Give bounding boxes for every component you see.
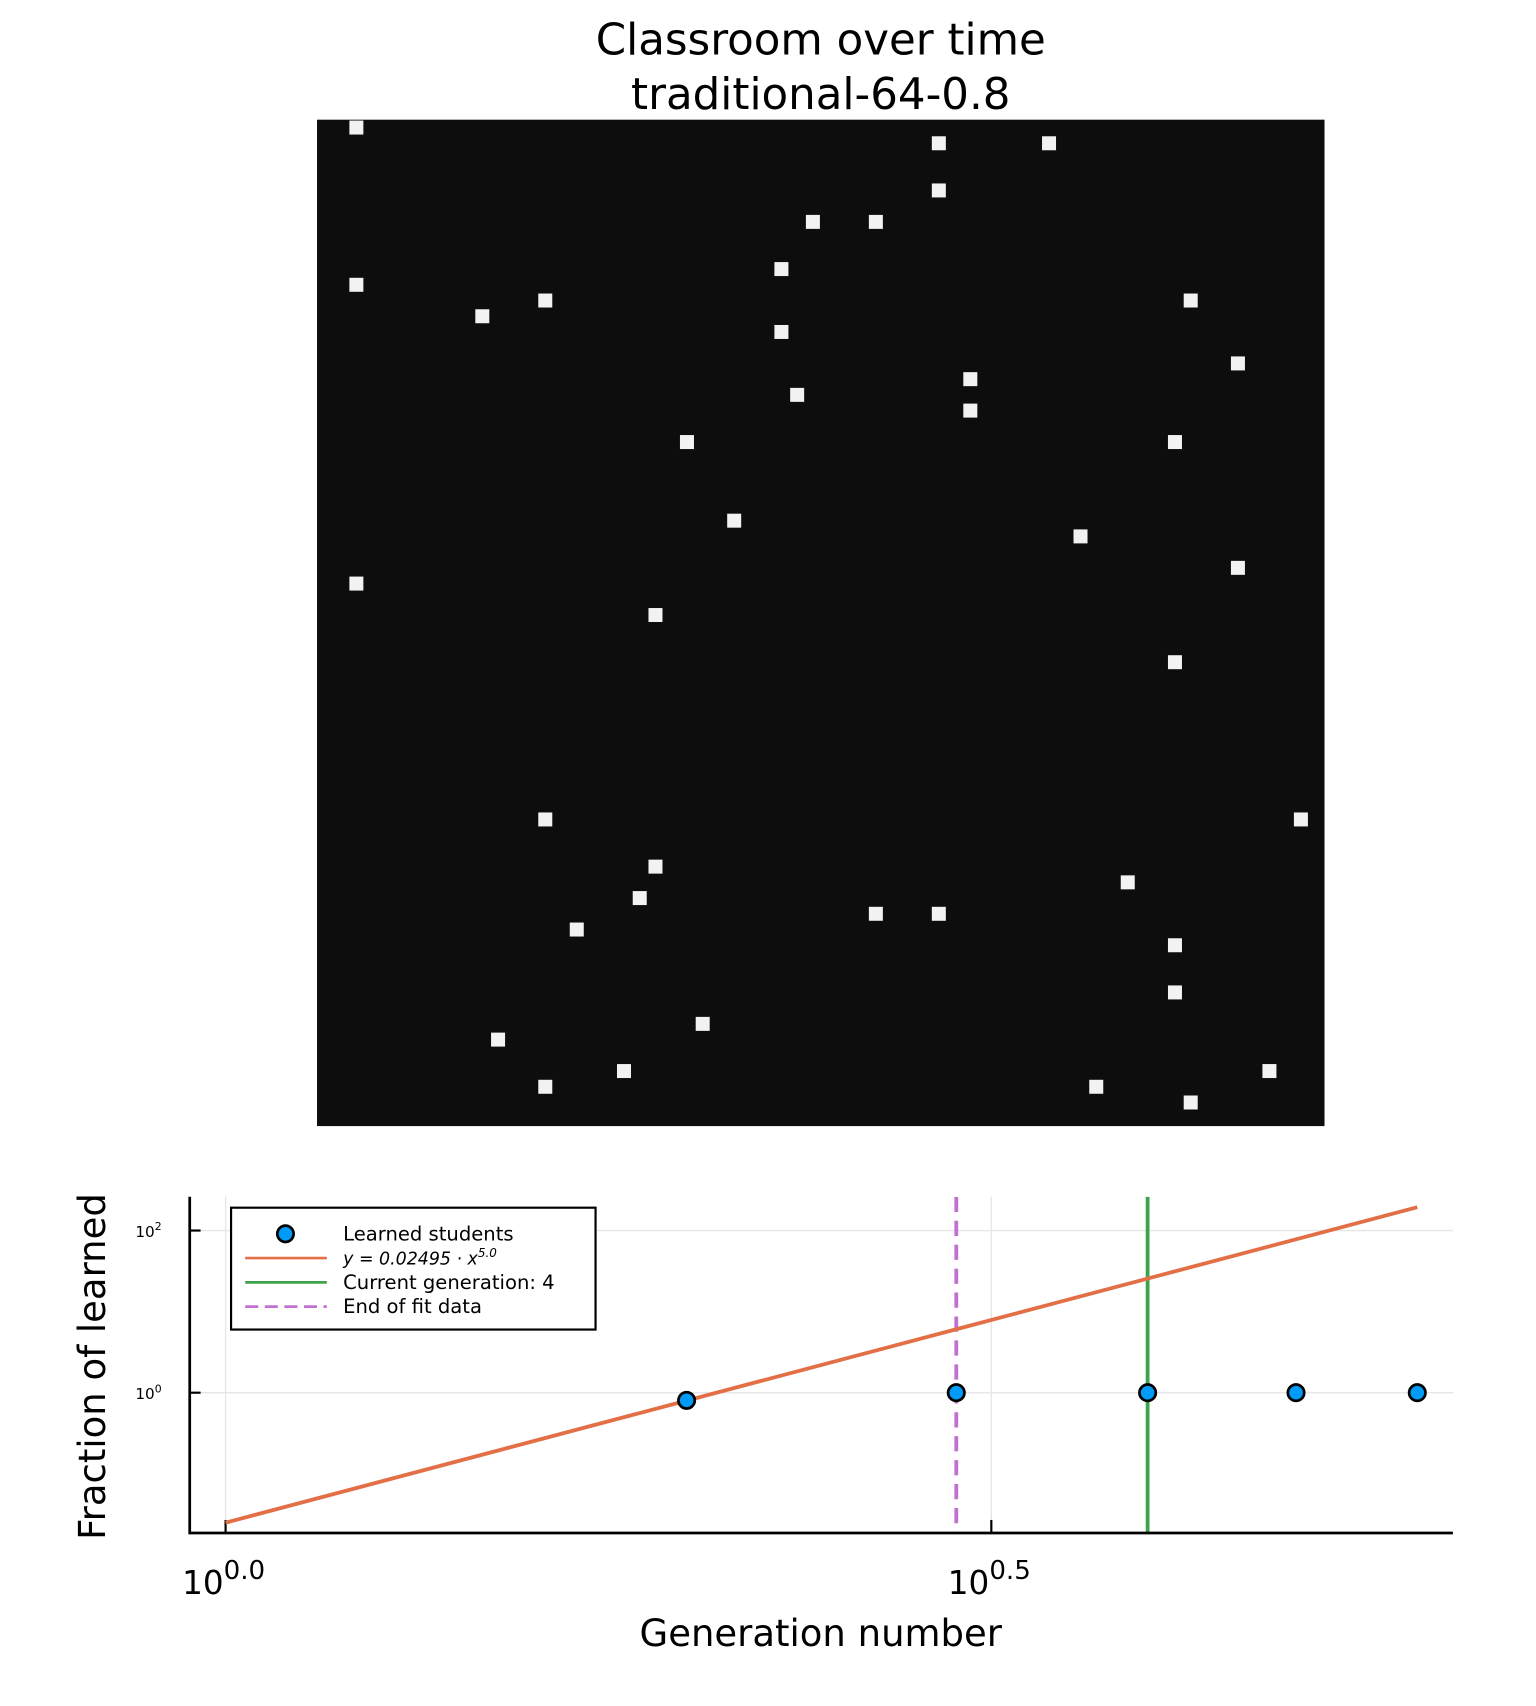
learned-cell bbox=[868, 906, 883, 921]
y-tick-label-exponent: 0 bbox=[155, 1382, 162, 1395]
learned-cell bbox=[1230, 356, 1245, 371]
legend-label: Current generation: 4 bbox=[343, 1271, 555, 1294]
learned-cell bbox=[538, 812, 553, 827]
x-tick-label-base: 10 bbox=[182, 1564, 224, 1602]
x-tick-label-exponent: 0.0 bbox=[224, 1556, 266, 1586]
x-tick-label: 100.5 bbox=[948, 1556, 1031, 1602]
data-point bbox=[946, 1383, 966, 1403]
learned-cell bbox=[475, 309, 490, 324]
learned-cell bbox=[648, 859, 663, 874]
learned-cell bbox=[931, 906, 946, 921]
learned-cell bbox=[538, 293, 553, 308]
learned-cell bbox=[774, 262, 789, 277]
data-point bbox=[677, 1390, 697, 1410]
learned-cell bbox=[1089, 1079, 1104, 1094]
learned-cell bbox=[1167, 985, 1182, 1000]
y-tick-label: 100 bbox=[135, 1382, 161, 1403]
learned-cell bbox=[774, 324, 789, 339]
learned-cell bbox=[1167, 655, 1182, 670]
learned-cell bbox=[790, 387, 805, 402]
data-point bbox=[1407, 1383, 1427, 1403]
learned-cell bbox=[632, 891, 647, 906]
data-point bbox=[1138, 1383, 1158, 1403]
legend-label-exponent: 5.0 bbox=[478, 1246, 497, 1260]
plot-area bbox=[225, 1196, 1418, 1534]
y-tick-label: 102 bbox=[135, 1220, 161, 1241]
y-tick-label-base: 10 bbox=[135, 1385, 154, 1403]
learned-cell bbox=[679, 435, 694, 450]
learned-cell bbox=[616, 1064, 631, 1079]
fit-line bbox=[225, 1205, 1418, 1525]
legend-label-base: y = 0.02495 · x bbox=[342, 1250, 478, 1270]
chart-subtitle: traditional-64-0.8 bbox=[631, 70, 1010, 120]
learned-cell bbox=[931, 136, 946, 151]
chart-title: Classroom over time bbox=[596, 15, 1046, 65]
learned-cell bbox=[868, 214, 883, 229]
x-tick-label-exponent: 0.5 bbox=[989, 1556, 1031, 1586]
learned-cell bbox=[1042, 136, 1057, 151]
learned-cell bbox=[349, 120, 364, 135]
legend-label: End of fit data bbox=[343, 1295, 482, 1318]
data-point bbox=[1286, 1383, 1306, 1403]
learned-cell bbox=[695, 1016, 710, 1031]
legend-label: y = 0.02495 · x5.0 bbox=[342, 1246, 497, 1270]
x-tick-label-base: 10 bbox=[948, 1564, 990, 1602]
y-tick-label-exponent: 2 bbox=[155, 1220, 162, 1233]
heatmap-background bbox=[317, 119, 1325, 1127]
learned-cell bbox=[1120, 875, 1135, 890]
learned-cell bbox=[1262, 1064, 1277, 1079]
learned-cell bbox=[1167, 435, 1182, 450]
learned-cell bbox=[805, 214, 820, 229]
learned-cell bbox=[1230, 560, 1245, 575]
legend-label: Learned students bbox=[343, 1222, 513, 1245]
y-tick-label-base: 10 bbox=[135, 1223, 154, 1241]
axes bbox=[188, 1196, 1453, 1535]
learned-cell bbox=[569, 922, 584, 937]
learned-cell bbox=[1167, 938, 1182, 953]
learned-cell bbox=[931, 183, 946, 198]
learned-cell bbox=[1073, 529, 1088, 544]
learned-cell bbox=[349, 576, 364, 591]
legend-marker bbox=[275, 1224, 295, 1244]
y-axis-label: Fraction of learned bbox=[71, 1193, 114, 1540]
learned-cell bbox=[963, 403, 978, 418]
learned-cell bbox=[491, 1032, 506, 1047]
learned-cell bbox=[727, 513, 742, 528]
x-axis-label: Generation number bbox=[640, 1612, 1003, 1655]
learned-cell bbox=[1183, 1095, 1198, 1110]
learned-cell bbox=[648, 608, 663, 623]
x-tick-label: 100.0 bbox=[182, 1556, 265, 1602]
learned-cell bbox=[538, 1079, 553, 1094]
learned-cell bbox=[1293, 812, 1308, 827]
learned-cell bbox=[963, 372, 978, 387]
learned-cell bbox=[349, 277, 364, 292]
learned-cell bbox=[1183, 293, 1198, 308]
